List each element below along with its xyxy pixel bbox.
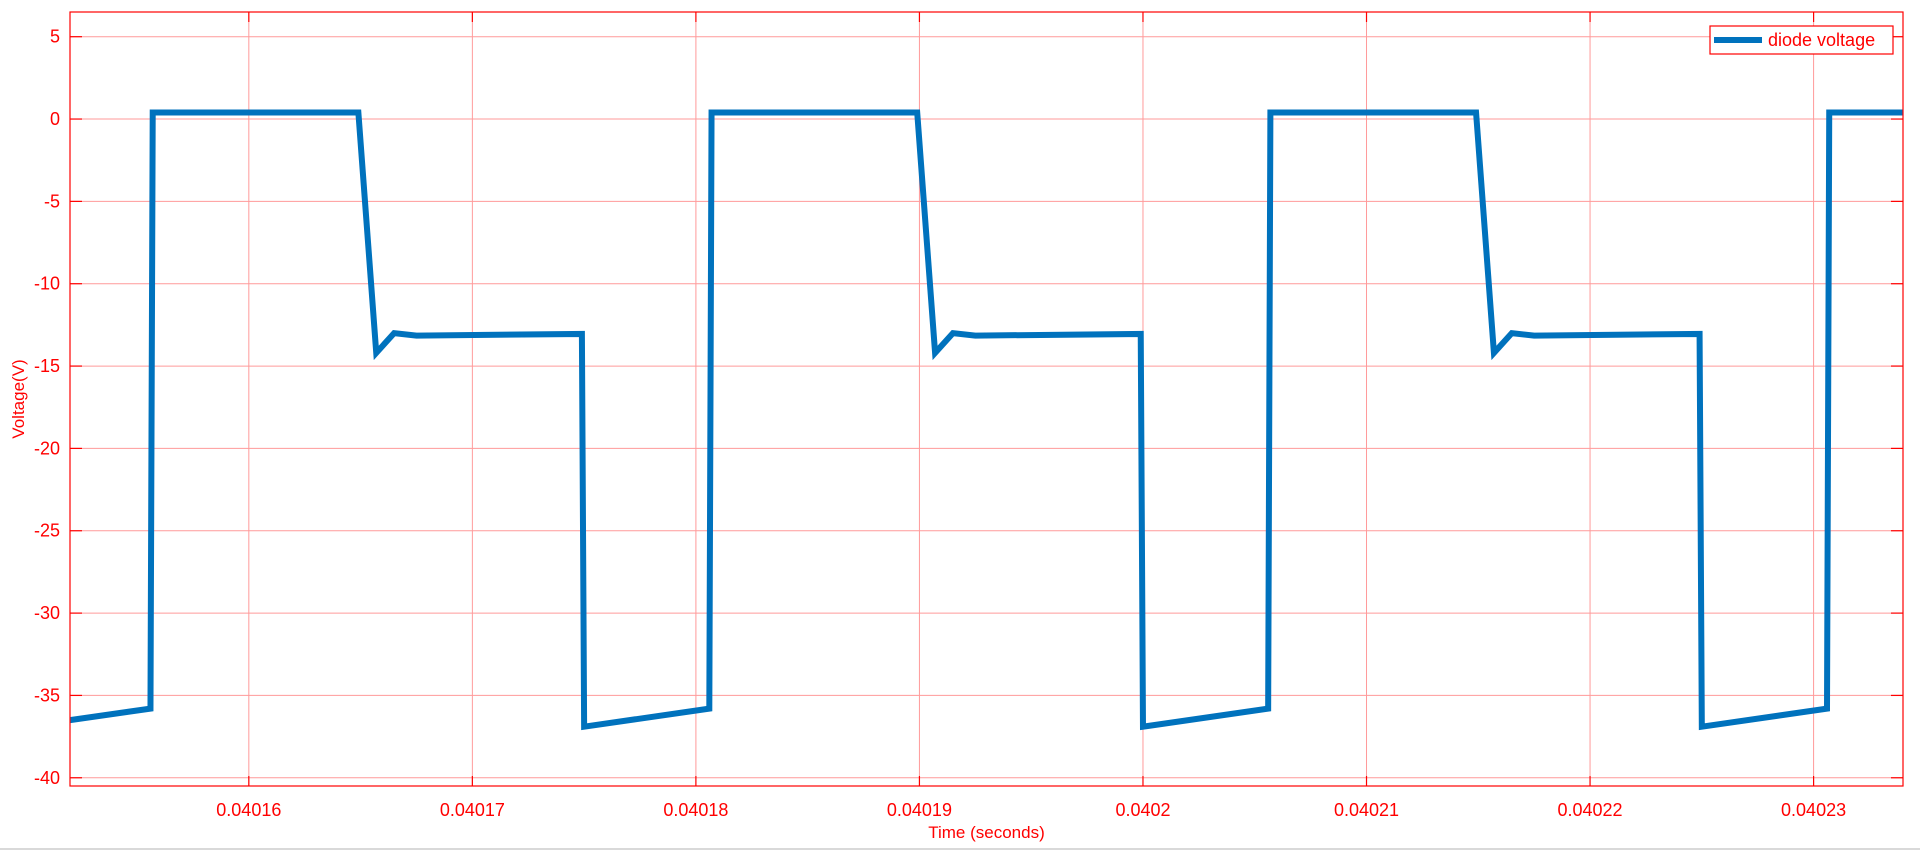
y-tick-label: -10 [34,274,60,294]
y-tick-label: -25 [34,521,60,541]
y-axis-label: Voltage(V) [9,359,28,438]
y-tick-label: 5 [50,27,60,47]
x-tick-label: 0.0402 [1115,800,1170,820]
x-tick-label: 0.04023 [1781,800,1846,820]
bottom-divider [0,848,1920,850]
x-tick-label: 0.04021 [1334,800,1399,820]
y-tick-label: 0 [50,109,60,129]
legend: diode voltage [1709,25,1894,55]
x-tick-label: 0.04022 [1558,800,1623,820]
x-tick-label: 0.04018 [663,800,728,820]
x-tick-label: 0.04016 [216,800,281,820]
series-layer [69,109,1903,731]
y-tick-label: -15 [34,356,60,376]
x-tick-label: 0.04019 [887,800,952,820]
y-tick-label: -30 [34,603,60,623]
y-tick-label: -20 [34,438,60,458]
plot-area-border [69,11,1904,787]
series-line-diode-voltage [69,109,1903,731]
legend-label: diode voltage [1768,30,1875,50]
axis-ticks: 0.04016 0.04017 0.04018 0.04019 0.0402 0.0402… [34,12,1903,820]
y-tick-label: -35 [34,685,60,705]
y-tick-label: -40 [34,768,60,788]
grid [70,12,1903,786]
x-axis-label: Time (seconds) [928,823,1045,842]
x-tick-label: 0.04017 [440,800,505,820]
y-tick-label: -5 [44,191,60,211]
